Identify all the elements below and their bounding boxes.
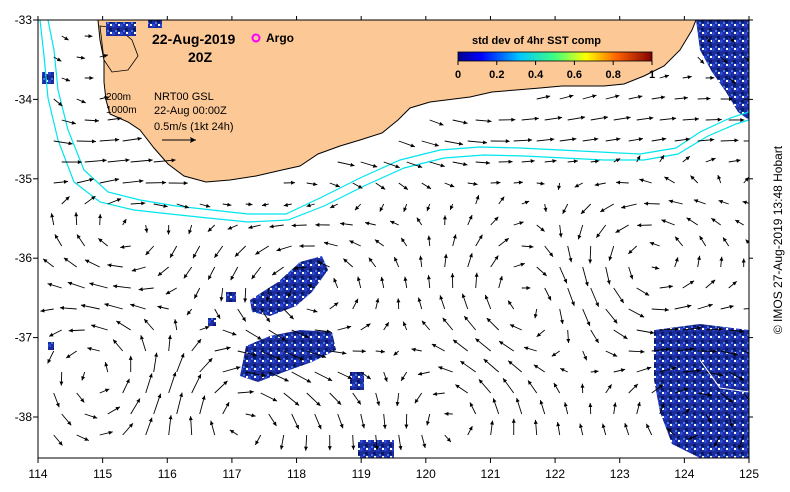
colorbar-ticks: 0 0.2 0.4 0.6 0.8 1	[455, 61, 655, 81]
colorbar-tick-label: 0.2	[489, 69, 504, 81]
contour-label-200m: 200m	[106, 92, 131, 103]
vector-scale-arrow-icon	[162, 137, 196, 143]
x-tick-label: 119	[352, 467, 371, 481]
colorbar-tick-label: 0	[455, 69, 461, 81]
vector-scale-label: 0.5m/s (1kt 24h)	[154, 121, 233, 133]
y-tick-label: -37	[15, 331, 33, 345]
colorbar-tick-label: 0.4	[528, 69, 544, 81]
plot-frame	[37, 19, 750, 459]
x-tick-label: 122	[545, 467, 565, 481]
y-tick-label: -38	[15, 410, 33, 424]
credit-text: © IMOS 27-Aug-2019 13:48 Hobart	[771, 145, 785, 335]
argo-label: Argo	[266, 31, 294, 45]
x-tick-label: 115	[93, 467, 112, 481]
track-line	[699, 359, 749, 393]
y-axis: -33 -34 -35 -36 -37 -38	[15, 13, 753, 424]
argo-marker-icon	[251, 33, 261, 43]
x-tick-label: 123	[610, 467, 630, 481]
product-label: NRT00 GSL	[154, 91, 214, 103]
x-tick-label: 118	[287, 467, 306, 481]
colorbar	[457, 51, 653, 62]
x-axis: 114 115 116 117 118 119 120 121 122 123 124 125	[28, 16, 759, 481]
y-tick-label: -36	[15, 251, 33, 265]
colorbar-title: std dev of 4hr SST comp	[472, 35, 601, 47]
y-tick-label: -34	[15, 92, 33, 106]
y-tick-label: -33	[15, 13, 33, 27]
colorbar-tick-label: 1	[649, 69, 655, 81]
x-tick-label: 124	[674, 467, 694, 481]
x-tick-label: 116	[158, 467, 177, 481]
contour-1000m	[39, 20, 749, 223]
date-label: 22-Aug-2019	[152, 31, 235, 47]
sst-patches	[42, 20, 749, 458]
x-tick-label: 121	[480, 467, 500, 481]
time-label: 20Z	[188, 49, 213, 65]
x-tick-label: 125	[739, 467, 759, 481]
y-tick-label: -35	[15, 172, 33, 186]
contour-200m	[47, 20, 749, 215]
x-tick-label: 117	[222, 467, 241, 481]
x-tick-label: 120	[416, 467, 436, 481]
colorbar-tick-label: 0.6	[567, 69, 582, 81]
x-tick-label: 114	[28, 467, 47, 481]
current-vectors	[40, 34, 749, 451]
colorbar-tick-label: 0.8	[606, 69, 621, 81]
vector-time-label: 22-Aug 00:00Z	[154, 105, 227, 117]
contour-label-1000m: 1000m	[106, 105, 137, 116]
